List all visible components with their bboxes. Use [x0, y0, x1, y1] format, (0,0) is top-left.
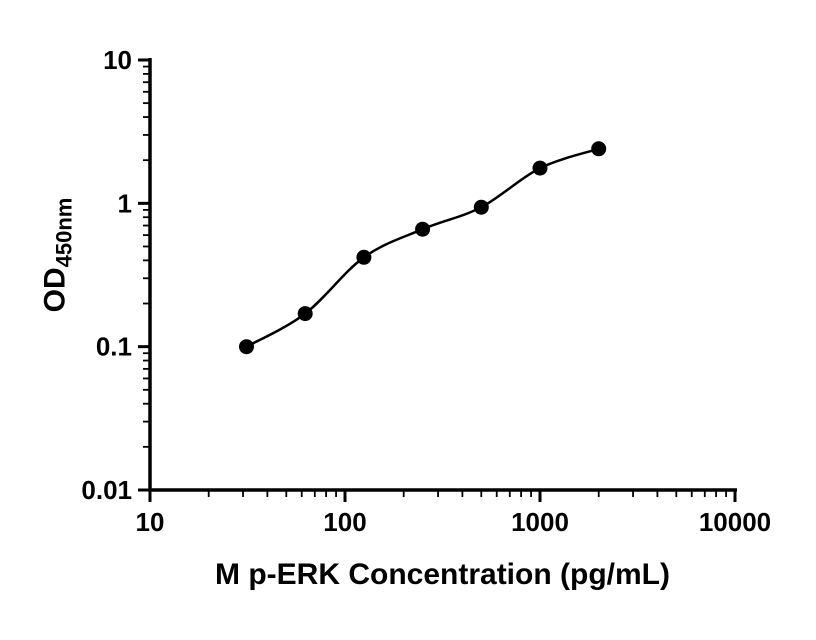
data-point: [591, 141, 607, 157]
y-axis-title-main: OD: [38, 267, 72, 313]
data-point: [239, 339, 254, 355]
y-tick-label: 0.01: [81, 475, 132, 505]
y-axis-title-subscript: 450nm: [51, 197, 77, 268]
x-tick-label: 10000: [699, 507, 771, 537]
data-point: [415, 221, 431, 237]
y-tick-label: 1: [118, 188, 132, 218]
y-tick-label: 0.1: [96, 332, 132, 362]
y-tick-label: 10: [103, 45, 132, 75]
data-point: [473, 199, 489, 215]
x-tick-label: 1000: [511, 507, 569, 537]
y-axis-title: OD450nm: [39, 198, 78, 313]
data-point: [297, 306, 313, 322]
data-point: [532, 160, 548, 176]
x-tick-label: 10: [136, 507, 165, 537]
x-tick-label: 100: [323, 507, 366, 537]
data-point: [356, 249, 372, 265]
x-axis-title: M p-ERK Concentration (pg/mL): [215, 558, 670, 591]
